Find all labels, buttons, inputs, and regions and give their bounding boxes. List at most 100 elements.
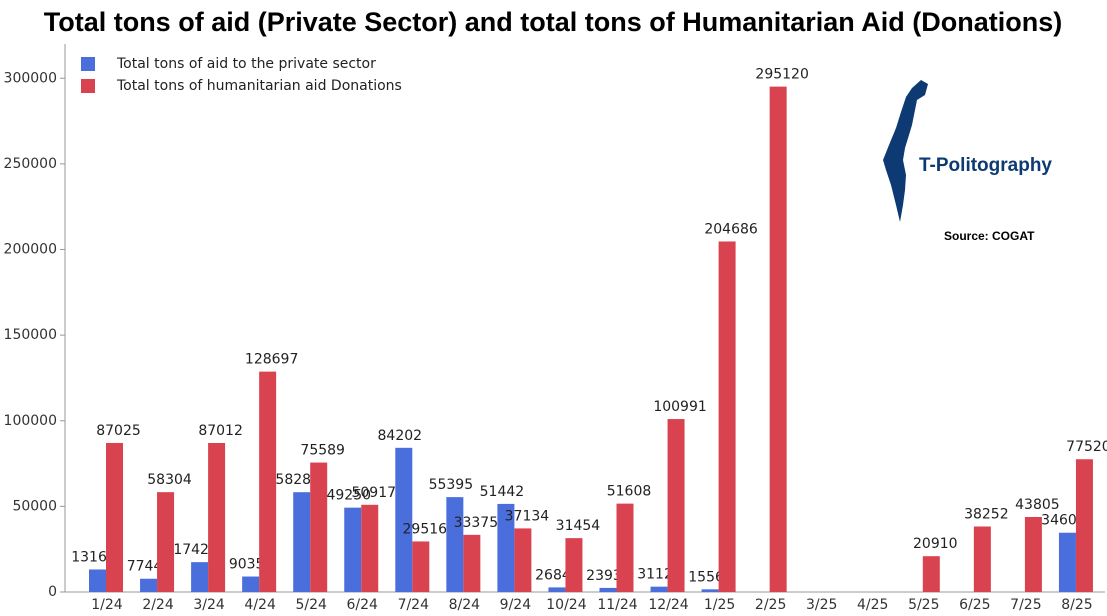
x-tick-label: 10/24 — [546, 597, 586, 613]
bar — [973, 526, 991, 592]
x-tick-label: 7/25 — [1010, 597, 1041, 613]
legend-label: Total tons of humanitarian aid Donations — [116, 78, 402, 94]
value-label: 58304 — [147, 472, 192, 488]
value-label: 17429 — [173, 542, 218, 558]
bar — [412, 541, 430, 592]
logo-text: T-Politography — [919, 155, 1052, 176]
value-label: 43805 — [1015, 497, 1060, 513]
bar — [514, 528, 532, 592]
value-label: 34606 — [1041, 513, 1086, 529]
bar — [922, 556, 940, 592]
value-label: 29516 — [403, 521, 448, 537]
source: Source: COGAT — [944, 229, 1035, 243]
value-label: 204686 — [704, 221, 758, 237]
bar — [718, 241, 736, 592]
legend-swatch — [81, 79, 95, 93]
value-label: 37134 — [505, 508, 550, 524]
y-tick-label: 0 — [48, 584, 57, 600]
value-label: 3112 — [637, 567, 673, 583]
legend-label: Total tons of aid to the private sector — [116, 56, 376, 72]
value-label: 84202 — [378, 428, 423, 444]
bar — [599, 587, 617, 592]
bar — [259, 371, 277, 592]
y-tick-label: 150000 — [4, 327, 57, 343]
value-label: 20910 — [913, 536, 958, 552]
bar — [667, 419, 685, 592]
x-tick-label: 3/25 — [806, 597, 837, 613]
value-label: 50917 — [351, 485, 396, 501]
bar — [565, 538, 583, 592]
value-label: 128697 — [245, 352, 298, 368]
value-label: 13160 — [71, 549, 116, 565]
value-label: 295120 — [755, 67, 808, 83]
bar — [293, 492, 311, 592]
bar — [1024, 516, 1042, 592]
value-label: 51608 — [607, 484, 652, 500]
bar — [497, 503, 515, 592]
x-tick-label: 1/25 — [704, 597, 735, 613]
x-tick-label: 11/24 — [597, 597, 637, 613]
value-label: 75589 — [300, 443, 345, 459]
value-label: 49250 — [326, 488, 371, 504]
x-tick-label: 1/24 — [91, 597, 123, 613]
x-tick-label: 3/24 — [193, 597, 225, 613]
x-tick-label: 4/25 — [857, 597, 888, 613]
x-tick-label: 4/24 — [244, 597, 276, 613]
x-tick-label: 8/24 — [449, 597, 481, 613]
value-label: 100991 — [653, 399, 706, 415]
value-label: 31454 — [556, 518, 601, 534]
bar — [106, 442, 123, 592]
x-tick-label: 8/25 — [1061, 597, 1092, 613]
value-label: 33375 — [454, 515, 499, 531]
bar — [208, 442, 226, 592]
bar — [242, 576, 260, 592]
bar — [446, 497, 464, 592]
x-tick-label: 2/25 — [755, 597, 786, 613]
chart-title: Total tons of aid (Private Sector) and t… — [44, 7, 1063, 37]
value-label: 38252 — [964, 506, 1009, 522]
x-tick-label: 5/25 — [908, 597, 939, 613]
bar — [701, 589, 719, 592]
bar — [395, 447, 413, 592]
logo-map — [883, 80, 928, 222]
y-tick-label: 100000 — [4, 413, 57, 429]
bar — [310, 462, 328, 592]
value-label: 58280 — [275, 472, 320, 488]
value-label: 9035 — [229, 557, 265, 573]
bar — [1075, 459, 1093, 592]
x-tick-label: 6/24 — [347, 597, 379, 613]
x-tick-label: 6/25 — [959, 597, 990, 613]
x-tick-label: 2/24 — [142, 597, 174, 613]
value-label: 2393 — [586, 568, 622, 584]
bar — [89, 569, 106, 592]
x-tick-label: 7/24 — [398, 597, 430, 613]
bar — [361, 504, 379, 592]
value-label: 77520 — [1066, 439, 1107, 455]
value-label: 1556 — [688, 569, 724, 585]
bar — [1058, 532, 1076, 592]
y-tick-label: 250000 — [4, 156, 57, 172]
bar — [191, 562, 209, 592]
x-tick-label: 9/24 — [500, 597, 532, 613]
value-label: 55395 — [429, 477, 474, 493]
bar — [548, 587, 566, 592]
x-tick-label: 12/24 — [648, 597, 688, 613]
value-label: 87012 — [198, 423, 243, 439]
bar — [650, 586, 668, 592]
y-tick-label: 50000 — [12, 498, 57, 514]
x-tick-label: 5/24 — [295, 597, 327, 613]
value-label: 7744 — [127, 559, 163, 575]
y-tick-label: 200000 — [4, 242, 57, 258]
bar — [157, 492, 175, 592]
y-tick-label: 300000 — [4, 70, 57, 86]
value-label: 87025 — [96, 423, 141, 439]
bar — [463, 534, 481, 592]
bar — [769, 86, 787, 593]
value-label: 2684 — [535, 567, 571, 583]
legend-swatch — [81, 57, 95, 71]
bar — [616, 503, 634, 592]
value-label: 51442 — [480, 484, 525, 500]
